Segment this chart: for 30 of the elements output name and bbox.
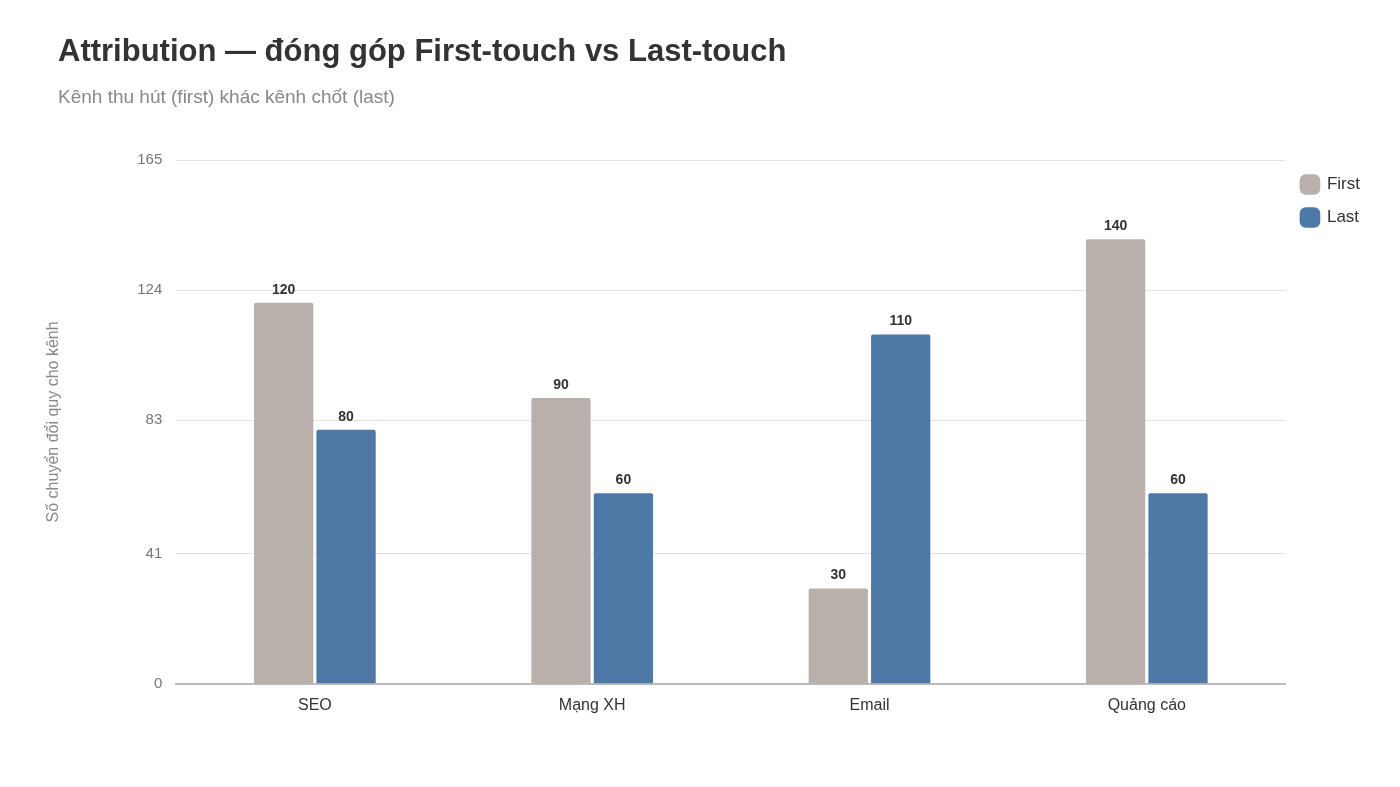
x-tick-label: Email xyxy=(849,695,890,713)
data-label: 120 xyxy=(272,280,296,297)
data-label: 110 xyxy=(889,312,913,329)
legend-label: Last xyxy=(1326,207,1360,227)
x-tick-label: Mạng XH xyxy=(558,695,626,713)
x-tick-label: SEO xyxy=(297,695,332,713)
bar xyxy=(531,398,591,684)
bar xyxy=(316,429,376,684)
bar xyxy=(1148,493,1208,684)
bar xyxy=(593,493,654,684)
data-label: 60 xyxy=(615,471,632,488)
y-tick-label: 41 xyxy=(145,543,163,561)
x-tick-label: Quảng cáo xyxy=(1107,695,1187,713)
data-label: 30 xyxy=(830,566,847,583)
bar xyxy=(1085,239,1146,684)
legend-label: First xyxy=(1326,174,1361,194)
bar xyxy=(871,334,931,684)
bar xyxy=(254,302,314,684)
chart-title: Attribution — đóng góp First-touch vs Last-touch xyxy=(58,33,787,69)
y-tick-label: 83 xyxy=(145,410,163,428)
data-label: 140 xyxy=(1103,217,1128,234)
data-label: 90 xyxy=(553,375,569,392)
data-label: 60 xyxy=(1170,471,1186,488)
y-axis-title: Số chuyển đổi quy cho kênh xyxy=(44,321,62,523)
y-tick-label: 165 xyxy=(137,150,163,168)
data-label: 80 xyxy=(338,407,355,424)
chart-subtitle: Kênh thu hút (first) khác kênh chốt (last) xyxy=(58,86,395,108)
y-tick-label: 0 xyxy=(153,673,163,691)
y-tick-label: 124 xyxy=(137,280,163,298)
bar xyxy=(808,588,868,684)
